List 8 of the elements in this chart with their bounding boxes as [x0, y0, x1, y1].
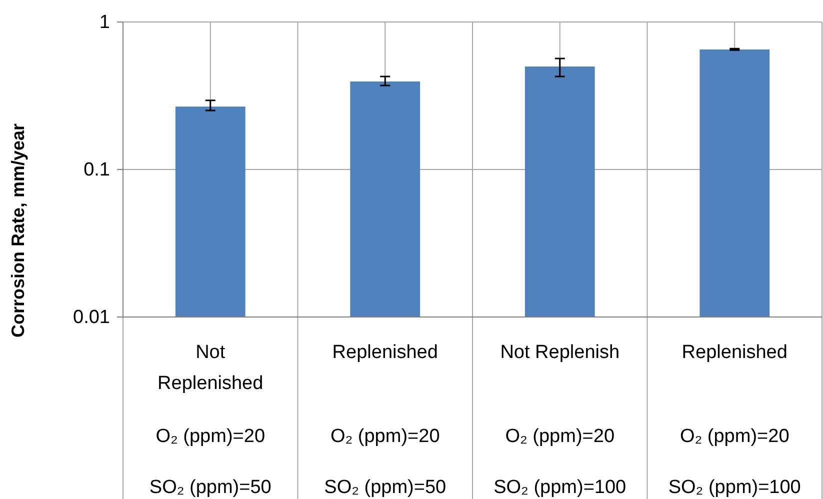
category-label: Replenished O₂ (ppm)=20 SO₂ (ppm)=100 — [668, 342, 801, 498]
category-label: Not Replenished O₂ (ppm)=20 SO₂ (ppm)=50 — [149, 342, 272, 498]
category-label: Not Replenish O₂ (ppm)=20 SO₂ (ppm)=100 — [494, 342, 626, 498]
category-label: Replenished O₂ (ppm)=20 SO₂ (ppm)=50 — [324, 342, 446, 498]
y-tick-label: 0.1 — [84, 160, 110, 181]
y-tick-label: 1 — [99, 12, 110, 34]
y-axis-title: Corrosion Rate, mm/year — [8, 123, 28, 338]
y-tick-label: 0.01 — [73, 307, 110, 328]
